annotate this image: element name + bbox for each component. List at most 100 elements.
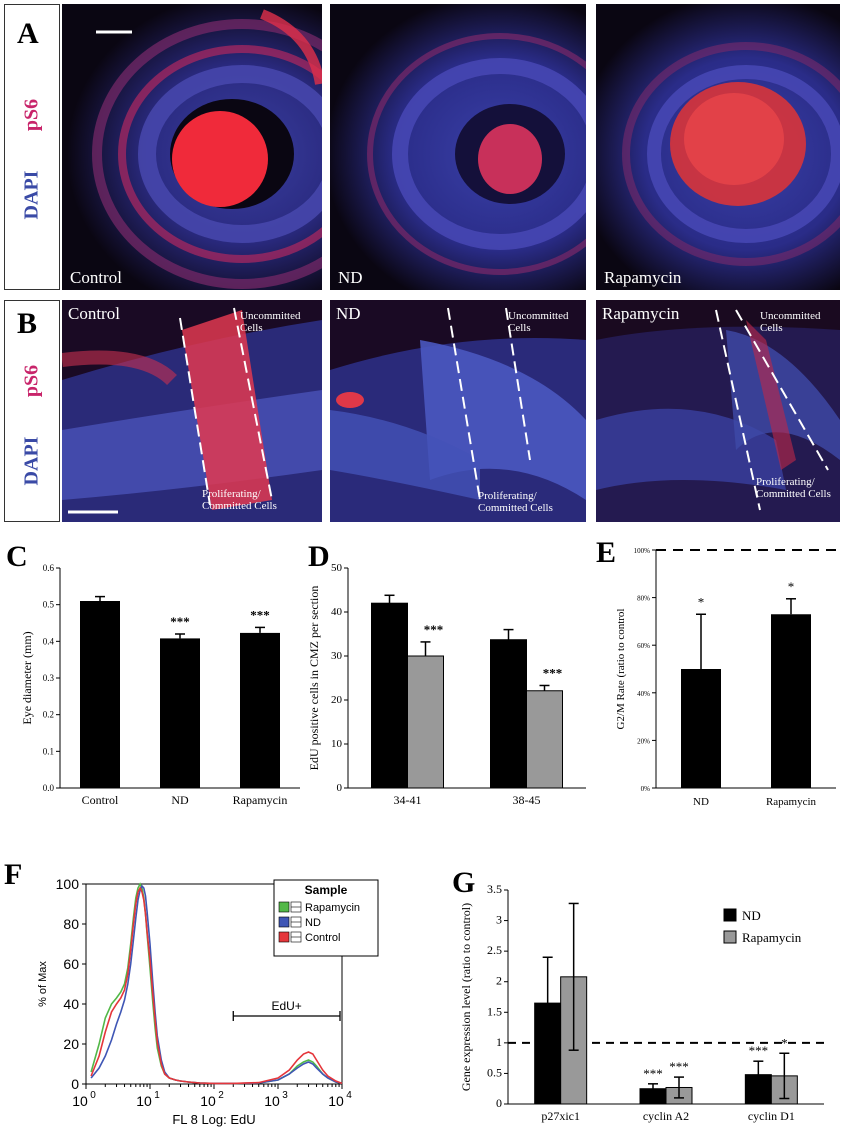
chart-g-y-tick-label: 2.5 [487,943,502,957]
chart-f-y-tick-label: 40 [63,996,79,1012]
chart-f-x-tick-exponent: 3 [282,1090,288,1101]
micrograph-b-nd-proliferating: Proliferating/Committed Cells [478,490,553,514]
micrograph-b-rapamycin-image [596,300,840,522]
chart-g-legend-swatch [723,908,737,922]
chart-g-y-tick-label: 1.5 [487,1004,502,1018]
micrograph-b-rapamycin: Rapamycin Uncommitted Cells Proliferating… [596,300,840,522]
chart-f-x-tick-exponent: 2 [218,1090,224,1101]
panel-a-stain-ps6: pS6 [20,98,43,132]
chart-c-x-tick-label: Control [82,793,119,807]
panel-f-label: F [4,858,23,891]
chart-c-y-tick-label: 0.5 [43,600,55,610]
chart-f-legend-label: Control [305,932,340,944]
chart-f-x-tick-label: 10 [264,1093,280,1109]
chart-d-bar [371,602,408,789]
chart-f-x-tick-label: 10 [200,1093,216,1109]
panel-c-label: C [6,540,28,573]
micrograph-b-control-label: Control [68,304,120,323]
micrograph-b-rapamycin-label: Rapamycin [602,304,680,323]
chart-f-x-tick-label: 10 [328,1093,344,1109]
chart-d-y-tick-label: 50 [331,562,343,574]
chart-f-x-axis-label: FL 8 Log: EdU [172,1112,255,1127]
chart-e-bar [771,614,811,788]
chart-e-y-tick-label: 0% [641,785,651,793]
micrograph-a-nd: ND [330,4,586,290]
chart-c-y-tick-label: 0.4 [43,636,55,646]
chart-d-y-tick-label: 30 [331,650,343,662]
panel-b-label: B [17,307,38,340]
chart-g-legend-swatch [723,930,737,944]
chart-e-y-tick-label: 100% [634,547,651,555]
chart-d-edu-positive-cells: 0 10 20 30 40 50 *** 34-41 *** 38-45 EdU positive … [307,562,586,807]
chart-g-y-tick-label: 3.5 [487,882,502,896]
chart-g-y-tick-label: 0.5 [487,1065,502,1079]
chart-f-y-tick-label: 0 [71,1076,79,1092]
chart-d-significance: *** [543,665,563,680]
chart-f-x-tick-label: 10 [136,1093,152,1109]
panel-b-stain-ps6: pS6 [20,364,43,398]
chart-c-x-tick-label: ND [171,793,189,807]
chart-c-y-tick-label: 0.1 [43,746,54,756]
chart-c-x-tick-label: Rapamycin [233,793,288,807]
micrograph-a-nd-label: ND [338,268,363,287]
chart-e-g2m-rate: 0% 20% 40% 60% 80% 100% * ND * Rapamycin G2/M Rate… [615,547,836,808]
chart-d-y-tick-label: 0 [337,782,343,794]
chart-f-legend-swatch [278,916,290,928]
chart-g-x-tick-label: p27xic1 [541,1109,580,1123]
micrograph-b-rapamycin-uncommitted: Uncommitted Cells [760,310,821,334]
micrograph-b-rapamycin-proliferating: Proliferating/Committed Cells [756,476,831,500]
chart-c-y-tick-label: 0.3 [43,673,55,683]
micrograph-b-nd: ND Uncommitted Cells Proliferating/Commit… [330,300,586,522]
panel-a-stain-dapi: DAPI [20,170,43,220]
chart-d-y-axis-label: EdU positive cells in CMZ per section [307,586,321,771]
panel-d-label: D [308,540,330,573]
chart-g-legend-label: Rapamycin [742,930,802,945]
chart-g-y-tick-label: 3 [496,913,502,927]
chart-c-bar [240,632,280,788]
chart-e-significance: * [698,594,705,609]
chart-f-y-axis-label: % of Max [37,961,49,1007]
panel-e-label: E [596,536,617,569]
chart-e-x-tick-label: Rapamycin [766,796,817,808]
chart-e-y-tick-label: 60% [637,642,650,650]
chart-g-significance: *** [643,1066,663,1081]
chart-c-y-tick-label: 0.6 [43,563,55,573]
micrograph-b-control-uncommitted: Uncommitted Cells [240,310,301,334]
panel-b-stain-dapi: DAPI [20,436,43,486]
chart-d-x-tick-label: 38-45 [513,793,541,807]
chart-g-y-tick-label: 1 [496,1035,502,1049]
micrograph-b-control-proliferating: Proliferating/Committed Cells [202,488,277,512]
chart-f-y-tick-label: 100 [56,876,80,892]
panel-b-stain-box: B pS6 DAPI [4,300,60,522]
chart-e-bar [681,669,721,788]
micrograph-a-control: Control [62,4,322,290]
chart-c-significance: *** [250,607,270,622]
chart-e-y-tick-label: 80% [637,595,650,603]
chart-d-y-tick-label: 40 [331,606,343,618]
chart-f-legend-label: ND [305,917,321,929]
chart-d-x-tick-label: 34-41 [394,793,422,807]
chart-f-y-tick-label: 20 [63,1036,79,1052]
chart-d-y-tick-label: 10 [331,738,343,750]
chart-c-bar [80,601,120,788]
micrograph-a-control-image [62,4,322,290]
chart-g-y-tick-label: 0 [496,1096,502,1110]
chart-c-eye-diameter: 0.0 0.1 0.2 0.3 0.4 0.5 0.6 Control *** ND *** Rapa… [20,563,300,807]
chart-d-y-tick-label: 20 [331,694,343,706]
micrograph-a-nd-image [330,4,586,290]
chart-g-y-tick-label: 2 [496,974,502,988]
chart-d-bar [490,639,527,789]
chart-e-y-tick-label: 20% [637,737,650,745]
chart-g-significance: *** [669,1059,689,1074]
chart-g-y-axis-label: Gene expression level (ratio to control) [459,903,473,1091]
chart-c-bar [160,638,200,788]
chart-f-x-tick-label: 10 [72,1093,88,1109]
micrograph-b-nd-uncommitted: Uncommitted Cells [508,310,569,334]
micrograph-a-rapamycin: Rapamycin [596,4,840,290]
chart-f-series-line [90,884,343,1085]
chart-c-y-axis-label: Eye diameter (mm) [20,631,34,724]
chart-f-legend-title: Sample [305,883,348,897]
chart-f-y-tick-label: 80 [63,916,79,932]
